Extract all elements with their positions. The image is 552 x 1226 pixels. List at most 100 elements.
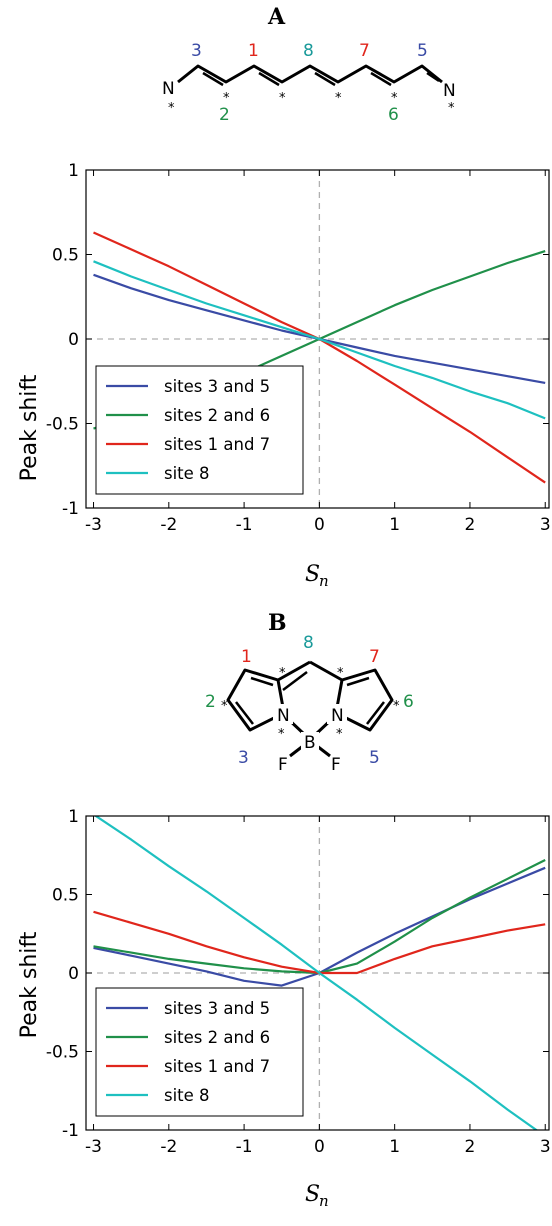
double-bond-8 [314,71,336,87]
marker-star: * [279,666,286,681]
y-tick-label: 1 [68,807,79,827]
site-label: 3 [191,41,202,61]
series-line-4 [93,260,546,420]
bond-b-f-left [289,744,304,758]
marker-star: * [336,727,343,742]
site-label: 2 [205,692,216,712]
y-tick-label: 0.5 [52,886,79,906]
y-tick-label: -0.5 [46,415,79,435]
x-axis-title: S n [305,1182,329,1210]
legend-label: sites 2 and 6 [164,1028,270,1047]
site-label: 6 [388,105,399,125]
x-tick-label: 2 [465,1137,476,1157]
meso-bond-left [277,660,311,682]
site-label: 8 [303,41,314,61]
x-tick-label: -3 [85,515,102,535]
legend-label: sites 2 and 6 [164,406,270,425]
x-axis-label-subscript: n [319,572,329,590]
y-tick-label: -1 [62,499,79,519]
site-label: 7 [369,647,380,667]
site-label: 5 [369,748,380,768]
marker-star: * [391,91,398,106]
legend-label: sites 3 and 5 [164,377,270,396]
marker-star: * [448,101,455,116]
atom-fluorine-right: F [331,755,341,775]
y-axis-label: Peak shift [17,931,42,1038]
site-label: 5 [417,41,428,61]
legend-label: sites 1 and 7 [164,435,270,454]
double-bond-7 [370,71,392,87]
x-tick-label: 3 [540,515,551,535]
molecule-a-structure: N N * * * * * * 3 1 8 7 5 2 6 [162,41,456,125]
atom-n-left: N [277,706,290,726]
y-tick-label: 0.5 [52,246,79,266]
polyene-chain [177,64,443,84]
molecule-a-bonds [177,64,443,87]
x-tick-label: 0 [314,515,325,535]
legend-label: site 8 [164,464,210,483]
site-label: 8 [303,633,314,653]
double-bond-1 [258,71,280,87]
pyrrole-ring-right [334,668,394,732]
marker-star: * [279,91,286,106]
marker-star: * [168,101,175,116]
x-tick-label: -1 [236,1137,253,1157]
meso-bond-right [309,660,343,682]
y-tick-label: 0 [68,964,79,984]
y-axis-title: Peak shift [17,931,42,1038]
atom-n-right: N [443,81,456,101]
x-tick-label: -2 [160,515,177,535]
atom-n-left: N [162,79,175,99]
panel-a-letter: A [268,4,286,30]
x-axis-label-subscript: n [319,1192,329,1210]
double-bond-ring-right-2 [366,701,385,725]
atom-fluorine-left: F [278,755,288,775]
y-tick-label: -1 [62,1121,79,1141]
site-label: 1 [248,41,259,61]
x-tick-label: 1 [389,1137,400,1157]
x-tick-label: -1 [236,515,253,535]
molecule-b-structure: N N B F F * * * * * * 1 8 7 2 6 3 5 [205,633,414,775]
double-bond-ring-left-2 [235,701,254,725]
y-tick-label: -0.5 [46,1043,79,1063]
site-label: 2 [219,105,230,125]
x-tick-label: 0 [314,1137,325,1157]
series-line-4 [93,816,539,1130]
atom-boron: B [304,733,316,753]
marker-star: * [393,699,400,714]
legend-label: site 8 [164,1086,210,1105]
y-axis-title: Peak shift [17,374,42,481]
x-axis-label: S [305,562,320,587]
site-label: 1 [241,647,252,667]
legend-label: sites 1 and 7 [164,1057,270,1076]
series-lines [93,816,546,1130]
x-tick-label: 2 [465,515,476,535]
x-tick-label: -2 [160,1137,177,1157]
panel-b-letter: B [268,610,287,636]
double-bond-5 [426,71,440,83]
legend: sites 3 and 5 sites 2 and 6 sites 1 and 7 s… [95,365,304,495]
site-label: 7 [359,41,370,61]
x-axis-label: S [305,1182,320,1207]
marker-star: * [278,727,285,742]
pyrrole-ring-left [226,668,286,732]
x-tick-label: -3 [85,1137,102,1157]
marker-star: * [221,699,228,714]
x-tick-label: 3 [540,1137,551,1157]
legend: sites 3 and 5 sites 2 and 6 sites 1 and 7 s… [95,987,304,1117]
atom-n-right: N [331,706,344,726]
marker-star: * [335,91,342,106]
double-bond-ring-left [250,676,274,687]
double-bond-ring-right [346,676,370,687]
series-lines [93,231,546,484]
legend-label: sites 3 and 5 [164,999,270,1018]
site-label: 3 [238,748,249,768]
site-label: 6 [403,692,414,712]
y-tick-label: 0 [68,330,79,350]
marker-star: * [223,91,230,106]
double-bond-inner-left [282,671,308,691]
